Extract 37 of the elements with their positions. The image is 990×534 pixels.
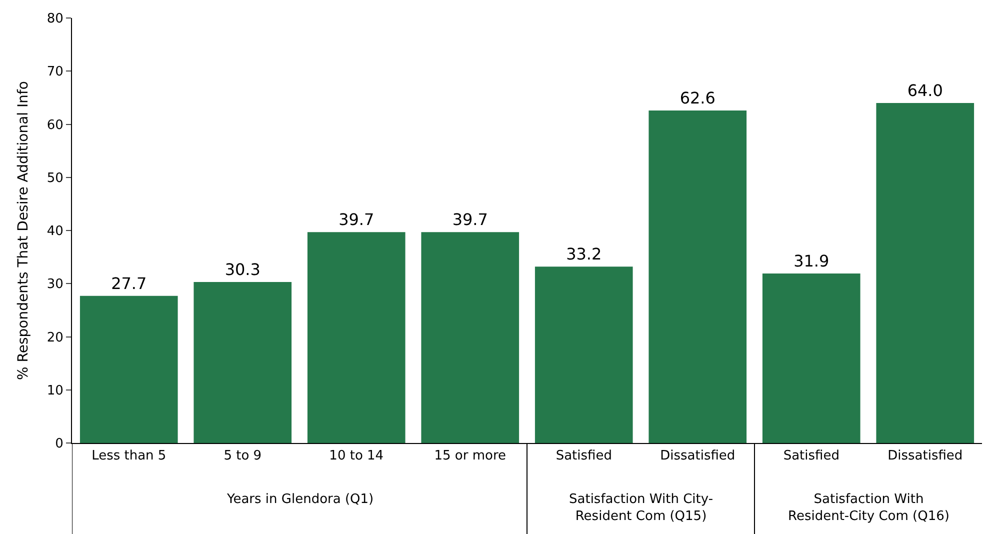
y-tick-label: 50 (46, 170, 64, 186)
x-tick-label: Dissatisfied (888, 448, 963, 464)
text: Years in Glendora (Q1) (226, 492, 374, 507)
bar (307, 232, 406, 443)
bar (648, 110, 747, 443)
bar (80, 296, 178, 443)
x-tick-label: Satisfied (783, 448, 840, 464)
data-label: 64.0 (907, 81, 943, 100)
data-label: 39.7 (338, 210, 374, 230)
y-tick-label: 10 (46, 383, 64, 398)
x-tick-label: Less than 5 (92, 448, 166, 464)
x-tick-label: 15 or more (434, 448, 506, 464)
y-axis-title: % Respondents That Desire Additional Info (15, 81, 32, 380)
y-tick-label: 30 (46, 277, 64, 292)
y-tick-label: 70 (46, 64, 64, 80)
data-label: 30.3 (224, 260, 260, 280)
data-label: 33.2 (566, 244, 602, 264)
data-label: 39.7 (452, 210, 488, 230)
y-tick-label: 20 (46, 330, 64, 346)
x-tick-label: 10 to 14 (329, 448, 384, 464)
bar (194, 282, 292, 443)
data-label: 27.7 (111, 274, 147, 293)
x-tick-label: Satisfied (556, 448, 612, 464)
bar (421, 232, 520, 443)
text: Satisfaction With City-Resident Com (Q15) (569, 492, 714, 524)
y-tick-label: 40 (46, 224, 64, 240)
x-tick-label: 5 to 9 (224, 448, 262, 464)
bar (534, 266, 633, 443)
y-tick-label: 0 (55, 436, 64, 452)
text: Satisfaction With Resident-City Com (Q16) (788, 492, 950, 524)
data-label: 62.6 (680, 88, 716, 108)
y-tick-label: 80 (46, 12, 64, 27)
y-tick-label: 60 (46, 118, 64, 133)
bar (762, 274, 860, 443)
bar (876, 103, 974, 443)
x-tick-label: Dissatisfied (660, 448, 736, 464)
data-label: 31.9 (794, 252, 830, 271)
